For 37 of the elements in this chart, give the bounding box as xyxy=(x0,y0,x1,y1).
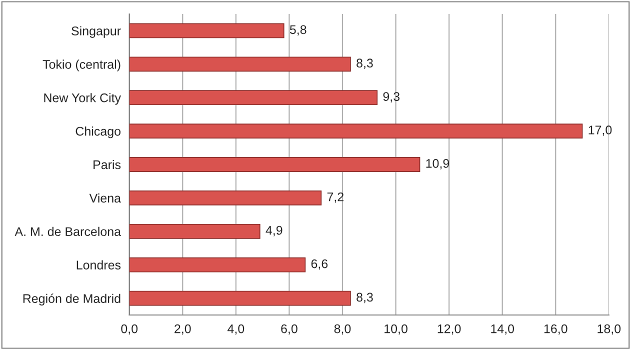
y-tick-label: A. M. de Barcelona xyxy=(14,226,122,236)
bar xyxy=(129,257,306,272)
y-tick-label: Londres xyxy=(76,260,121,270)
x-tick-label: 4,0 xyxy=(228,324,244,335)
x-tick-label: 2,0 xyxy=(174,324,191,335)
bar xyxy=(129,90,378,106)
y-tick-label: New York City xyxy=(44,93,121,105)
x-tick-label: 16,0 xyxy=(544,324,568,335)
y-tick-label: Chicago xyxy=(76,126,120,138)
bar xyxy=(129,157,420,172)
x-tick-label: 10,0 xyxy=(384,324,408,335)
data-label: 10,9 xyxy=(426,159,450,170)
x-tick-label: 8,0 xyxy=(334,324,351,335)
x-tick-label: 18,0 xyxy=(598,324,621,335)
x-tick-label: 14,0 xyxy=(491,324,514,335)
data-label: 6,6 xyxy=(311,259,328,270)
bar xyxy=(129,224,260,239)
x-tick-label: 6,0 xyxy=(281,324,298,335)
bar xyxy=(129,124,583,138)
data-label: 5,8 xyxy=(290,25,306,36)
data-label: 9,3 xyxy=(383,92,400,102)
y-tick-label: Paris xyxy=(94,160,121,170)
y-tick-label: Singapur xyxy=(72,26,121,38)
data-label: 8,3 xyxy=(356,292,373,304)
bar xyxy=(129,290,351,306)
data-label: 8,3 xyxy=(356,58,373,69)
y-tick-label: Región de Madrid xyxy=(23,294,120,306)
y-tick-label: Tokio (central) xyxy=(42,60,120,72)
x-tick-label: 12,0 xyxy=(438,324,461,335)
data-label: 17,0 xyxy=(588,126,612,136)
bar xyxy=(129,56,351,72)
y-tick-label: Viena xyxy=(89,193,122,203)
bar xyxy=(129,23,284,38)
data-label: 4,9 xyxy=(266,226,282,236)
bar xyxy=(129,190,322,206)
data-label: 7,2 xyxy=(327,192,344,203)
x-tick-label: 0,0 xyxy=(121,324,138,335)
